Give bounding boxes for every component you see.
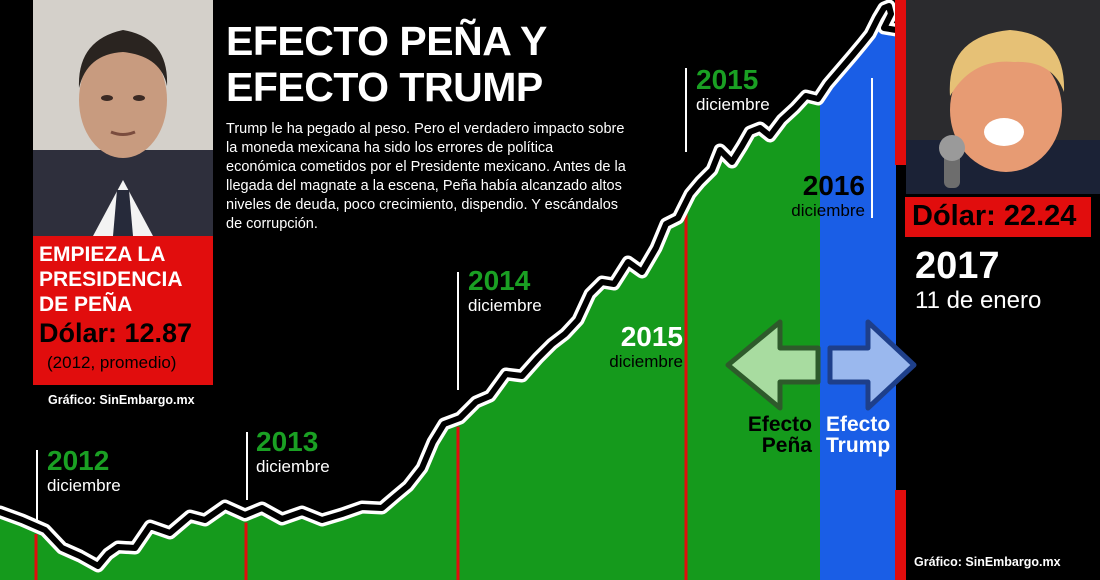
- annotation-month: diciembre: [256, 457, 330, 476]
- annotation-2015-top: 2015 diciembre: [696, 65, 770, 115]
- annotation-year: 2013: [256, 426, 319, 457]
- annotation-year: 2015: [696, 64, 759, 95]
- annotation-year: 2015: [620, 321, 683, 352]
- annotation-year: 2016: [802, 170, 865, 201]
- trump-effect-area: [820, 6, 896, 580]
- portrait-pena: [33, 0, 213, 236]
- arrow-left-icon: [725, 319, 821, 411]
- annotation-year: 2014: [468, 265, 531, 296]
- annotation-2012: 2012 diciembre: [47, 446, 121, 496]
- period-markers: [34, 210, 688, 580]
- annotation-month: diciembre: [791, 201, 865, 220]
- pena-dollar-value: Dólar: 12.87: [39, 318, 193, 348]
- portrait-trump: [906, 0, 1100, 194]
- annotation-2014: 2014 diciembre: [468, 266, 542, 316]
- pena-headline: EMPIEZA LA PRESIDENCIA DE PEÑA: [39, 243, 182, 316]
- label-efecto-trump: Efecto Trump: [826, 413, 891, 457]
- annotation-month: diciembre: [696, 95, 770, 114]
- pena-dollar-note: (2012, promedio): [47, 353, 177, 372]
- latest-date-day: 11 de enero: [915, 287, 1042, 314]
- page-title: EFECTO PEÑA Y EFECTO TRUMP: [226, 18, 547, 110]
- pena-effect-area: [0, 96, 820, 580]
- arrow-right-icon: [827, 319, 917, 411]
- credit-right: Gráfico: SinEmbargo.mx: [914, 555, 1061, 569]
- red-bar-bottom: [895, 490, 906, 580]
- latest-date-year: 2017: [915, 245, 1000, 287]
- annotation-month: diciembre: [609, 352, 683, 371]
- red-bar-top: [895, 0, 906, 165]
- annotation-ticks: [36, 68, 873, 520]
- annotation-year: 2012: [47, 445, 110, 476]
- pena-info-box: EMPIEZA LA PRESIDENCIA DE PEÑA Dólar: 12…: [33, 236, 213, 385]
- annotation-month: diciembre: [468, 296, 542, 315]
- annotation-2015-inner: 2015 diciembre: [591, 322, 683, 372]
- annotation-month: diciembre: [47, 476, 121, 495]
- annotation-2013: 2013 diciembre: [256, 427, 330, 477]
- exchange-rate-line: [0, 3, 899, 569]
- credit-left: Gráfico: SinEmbargo.mx: [48, 393, 195, 407]
- trump-dollar-box: Dólar: 22.24: [905, 197, 1091, 237]
- trump-dollar-value: Dólar: 22.24: [912, 200, 1077, 232]
- intro-text: Trump le ha pegado al peso. Pero el verd…: [226, 121, 626, 232]
- annotation-2016: 2016 diciembre: [773, 171, 865, 221]
- label-efecto-pena: Efecto Peña: [747, 413, 812, 457]
